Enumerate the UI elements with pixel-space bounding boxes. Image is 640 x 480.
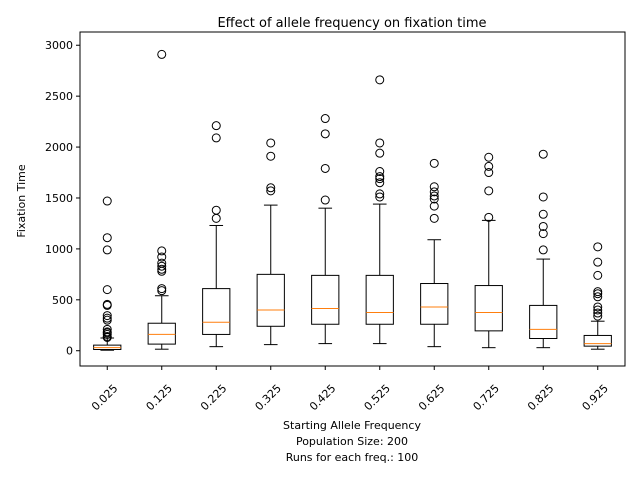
x-tick-label: 0.325: [253, 382, 284, 413]
outlier-point: [157, 286, 167, 296]
outlier-point: [484, 161, 494, 171]
outlier-point: [102, 245, 112, 255]
outlier-point: [157, 252, 167, 262]
outlier-point: [211, 133, 221, 143]
outlier-point: [484, 186, 494, 196]
x-axis-label-line-2: Population Size: 200: [296, 435, 408, 448]
y-tick-label: 2000: [45, 141, 73, 154]
y-tick-label: 1500: [45, 192, 73, 205]
x-tick-label: 0.225: [198, 382, 229, 413]
outlier-point: [593, 302, 603, 312]
outlier-point: [429, 182, 439, 192]
y-tick-label: 1000: [45, 243, 73, 256]
x-tick-label: 0.025: [89, 382, 120, 413]
outlier-point: [375, 75, 385, 85]
x-tick-label: 0.125: [144, 382, 175, 413]
outlier-point: [538, 221, 548, 231]
plot-area: 0 500 1000 1500 2000 2500 3000 0.025 0.125 0.225 0…: [45, 31, 626, 413]
y-tick-label: 2500: [45, 90, 73, 103]
x-tick-label: 0.925: [580, 382, 611, 413]
box: [147, 322, 176, 345]
box: [474, 285, 503, 332]
outlier-point: [593, 308, 603, 318]
outlier-point: [211, 213, 221, 223]
outlier-point: [375, 167, 385, 177]
outlier-point: [375, 192, 385, 202]
outlier-point: [593, 289, 603, 299]
outlier-point: [538, 229, 548, 239]
outlier-point: [484, 168, 494, 178]
axes-frame: [79, 31, 626, 367]
outlier-point: [102, 285, 112, 295]
outlier-point: [429, 194, 439, 204]
outlier-point: [429, 201, 439, 211]
box: [529, 304, 558, 340]
outlier-point: [375, 174, 385, 184]
outlier-point: [375, 138, 385, 148]
y-tick-label: 3000: [45, 39, 73, 52]
x-axis-label-line-3: Runs for each freq.: 100: [286, 451, 419, 464]
outlier-point: [102, 315, 112, 325]
outlier-point: [593, 270, 603, 280]
outlier-point: [375, 148, 385, 158]
outlier-point: [593, 311, 603, 321]
outlier-point: [320, 129, 330, 139]
outlier-point: [157, 284, 167, 294]
outlier-point: [102, 233, 112, 243]
x-tick-label: 0.825: [525, 382, 556, 413]
outlier-point: [484, 212, 494, 222]
outlier-point: [211, 121, 221, 131]
outlier-point: [538, 209, 548, 219]
outlier-point: [320, 114, 330, 124]
x-tick-label: 0.425: [307, 382, 338, 413]
outlier-point: [538, 149, 548, 159]
outlier-point: [157, 261, 167, 271]
outlier-point: [157, 266, 167, 276]
outlier-point: [593, 257, 603, 267]
outlier-point: [102, 300, 112, 310]
outlier-point: [320, 195, 330, 205]
x-tick-label: 0.525: [362, 382, 393, 413]
chart-title: Effect of allele frequency on fixation t…: [217, 16, 486, 31]
outlier-point: [538, 192, 548, 202]
outlier-point: [266, 138, 276, 148]
x-axis-label-line-1: Starting Allele Frequency: [283, 419, 421, 432]
y-axis-label: Fixation Time: [15, 164, 28, 238]
outlier-point: [429, 191, 439, 201]
outlier-point: [266, 186, 276, 196]
outlier-point: [102, 196, 112, 206]
box: [583, 334, 612, 347]
outlier-point: [538, 245, 548, 255]
box: [420, 283, 449, 325]
x-tick-label: 0.725: [471, 382, 502, 413]
outlier-point: [266, 151, 276, 161]
outlier-point: [157, 246, 167, 256]
box: [202, 288, 231, 335]
outlier-point: [320, 163, 330, 173]
outlier-point: [102, 311, 112, 321]
box: [311, 274, 340, 325]
outlier-point: [429, 213, 439, 223]
outlier-point: [429, 187, 439, 197]
outlier-point: [375, 178, 385, 188]
outlier-point: [375, 189, 385, 199]
box: [256, 273, 285, 327]
y-tick-label: 0: [66, 345, 73, 358]
outlier-point: [593, 242, 603, 252]
outlier-point: [211, 205, 221, 215]
box: [365, 274, 394, 325]
outlier-point: [484, 152, 494, 162]
outlier-point: [102, 332, 112, 342]
outlier-point: [593, 292, 603, 302]
outlier-point: [429, 158, 439, 168]
y-tick-label: 500: [52, 294, 73, 307]
outlier-point: [593, 305, 603, 315]
outlier-point: [266, 183, 276, 193]
outlier-point: [157, 49, 167, 59]
x-tick-label: 0.625: [416, 382, 447, 413]
